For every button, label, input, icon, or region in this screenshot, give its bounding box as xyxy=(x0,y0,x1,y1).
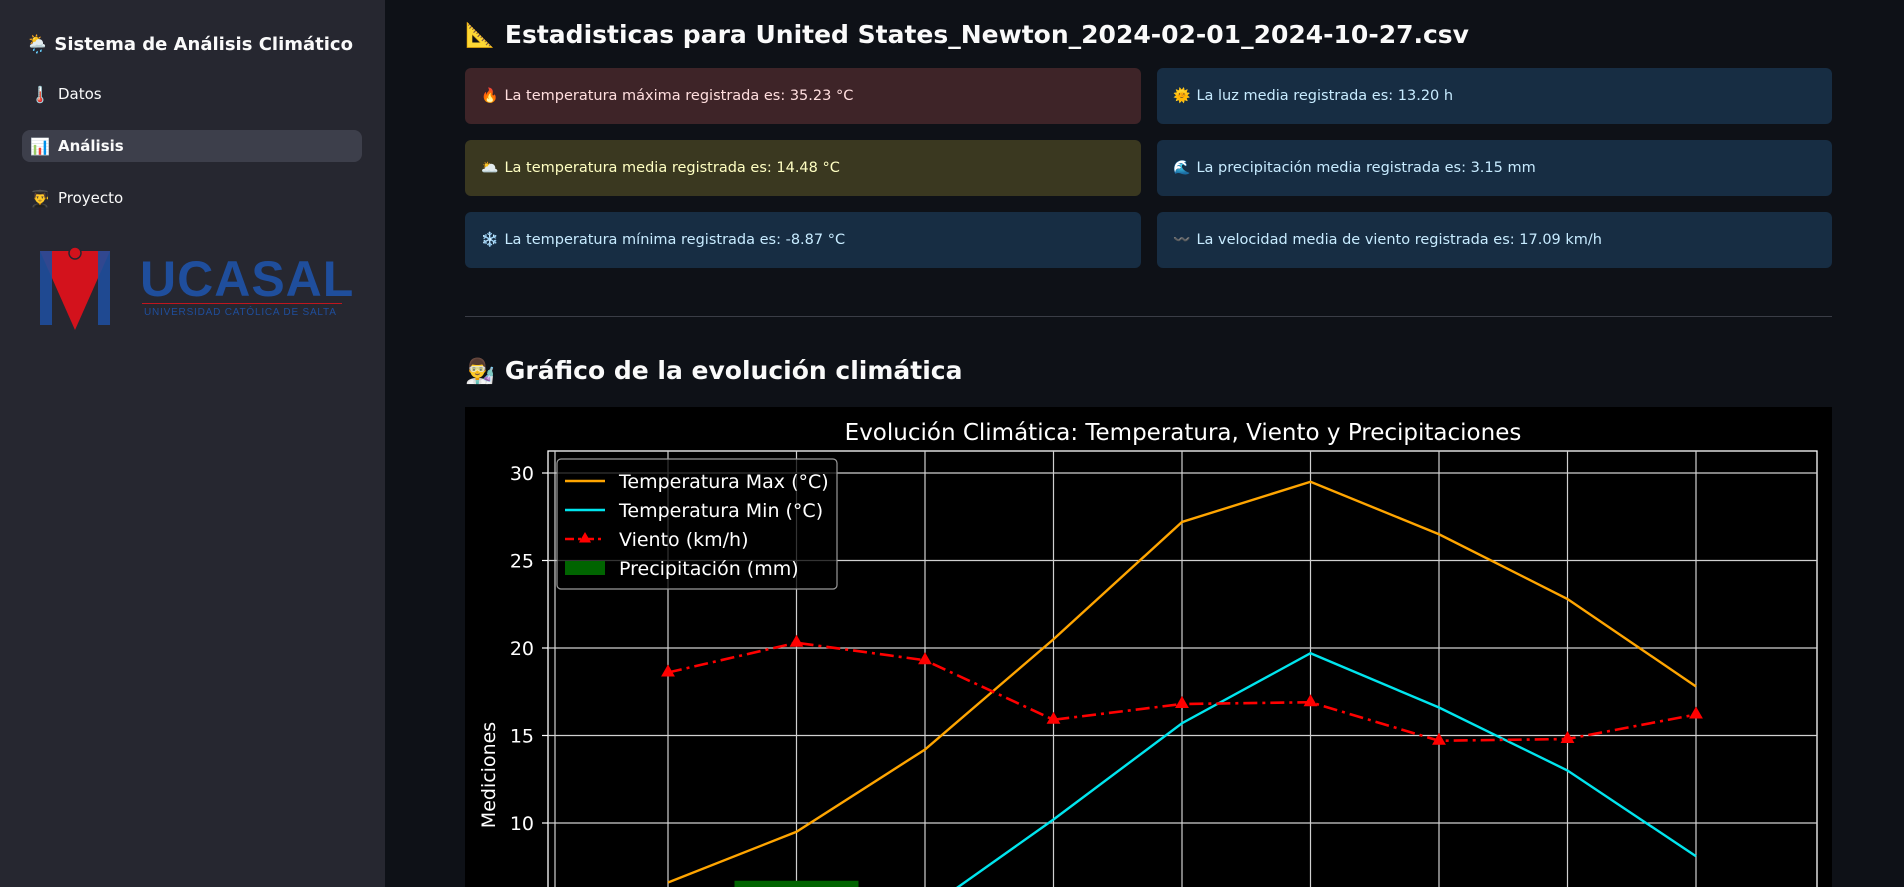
series-line xyxy=(667,480,1697,884)
weather-icon: 🌦️ xyxy=(26,34,49,55)
wind-marker xyxy=(1303,694,1318,707)
stat-text: La precipitación media registrada es: 3.… xyxy=(1196,160,1536,176)
stat-text: La luz media registrada es: 13.20 h xyxy=(1196,88,1454,104)
chart-heading: 👨‍🔬 Gráfico de la evolución climática xyxy=(465,356,962,385)
thermometer-icon: 🌡️ xyxy=(30,84,50,104)
wind-icon: 〰️ xyxy=(1173,232,1191,248)
stat-card-temp-min: ❄️ La temperatura mínima registrada es: … xyxy=(465,212,1141,268)
stat-text: La temperatura máxima registrada es: 35.… xyxy=(504,88,854,104)
stat-text: La velocidad media de viento registrada … xyxy=(1196,232,1602,248)
cloud-sun-icon: 🌥️ xyxy=(481,160,499,176)
bar-chart-icon: 📊 xyxy=(30,136,50,156)
climate-chart: Evolución Climática: Temperatura, Viento… xyxy=(465,407,1832,887)
legend-swatch xyxy=(565,561,605,575)
wind-marker xyxy=(1689,706,1703,719)
wind-marker xyxy=(1560,731,1575,743)
snowflake-icon: ❄️ xyxy=(481,232,499,248)
logo-divider xyxy=(142,303,342,304)
wind-marker xyxy=(661,664,675,677)
legend-label: Temperatura Min (°C) xyxy=(618,500,823,522)
stat-card-light: 🌞 La luz media registrada es: 13.20 h xyxy=(1157,68,1832,124)
legend-label: Precipitación (mm) xyxy=(619,558,799,580)
wind-marker xyxy=(1175,696,1189,708)
wind-marker xyxy=(918,652,932,665)
ucasal-shield-icon xyxy=(40,246,110,330)
y-tick-label: 25 xyxy=(510,551,534,573)
sidebar-item-label: Análisis xyxy=(58,137,124,155)
sidebar-item-datos[interactable]: 🌡️ Datos xyxy=(22,78,362,110)
stat-text: La temperatura media registrada es: 14.4… xyxy=(504,160,840,176)
stats-heading: 📐 Estadisticas para United States_Newton… xyxy=(465,20,1469,49)
stat-text: La temperatura mínima registrada es: -8.… xyxy=(504,232,846,248)
logo-subtitle: UNIVERSIDAD CATÓLICA DE SALTA xyxy=(144,307,337,318)
sidebar-item-label: Datos xyxy=(58,85,102,103)
section-divider xyxy=(465,316,1832,317)
series-line xyxy=(956,651,1697,887)
legend-marker xyxy=(578,532,592,543)
plot-layer: 10 15 20 25 30 Temperatura Max (°C) Temperatur… xyxy=(510,450,1818,887)
chart-title: Evolución Climática: Temperatura, Viento… xyxy=(845,420,1522,446)
wind-marker xyxy=(1432,732,1446,745)
ucasal-logo: UCASAL UNIVERSIDAD CATÓLICA DE SALTA xyxy=(40,245,353,335)
y-tick-label: 10 xyxy=(510,813,534,835)
sidebar-title-text: Sistema de Análisis Climático xyxy=(54,34,353,55)
fire-icon: 🔥 xyxy=(481,88,499,104)
legend-label: Temperatura Max (°C) xyxy=(618,471,829,493)
legend-label: Viento (km/h) xyxy=(619,529,748,551)
scientist-icon: 👨‍🔬 xyxy=(465,356,495,385)
y-tick-label: 30 xyxy=(510,463,534,485)
sidebar-title: 🌦️ Sistema de Análisis Climático xyxy=(26,34,353,55)
triangle-ruler-icon: 📐 xyxy=(465,20,495,49)
wind-marker xyxy=(1046,711,1061,724)
wave-icon: 🌊 xyxy=(1173,160,1191,176)
sidebar-item-label: Proyecto xyxy=(58,189,124,207)
stats-title: Estadisticas para United States_Newton_2… xyxy=(504,20,1469,49)
student-icon: 👨‍🎓 xyxy=(30,188,50,208)
stat-card-temp-mean: 🌥️ La temperatura media registrada es: 1… xyxy=(465,140,1141,196)
main-content: 📐 Estadisticas para United States_Newton… xyxy=(465,0,1832,887)
sidebar: 🌦️ Sistema de Análisis Climático 🌡️ Dato… xyxy=(0,0,385,887)
sun-icon: 🌞 xyxy=(1173,88,1191,104)
logo-wordmark: UCASAL xyxy=(140,251,355,307)
stat-card-precip: 🌊 La precipitación media registrada es: … xyxy=(1157,140,1832,196)
climate-chart-svg: Evolución Climática: Temperatura, Viento… xyxy=(478,420,1818,887)
sidebar-item-analisis[interactable]: 📊 Análisis xyxy=(22,130,362,162)
y-tick-label: 15 xyxy=(510,726,534,748)
stat-card-temp-max: 🔥 La temperatura máxima registrada es: 3… xyxy=(465,68,1141,124)
wind-marker xyxy=(789,634,804,647)
chart-ylabel: Mediciones xyxy=(478,722,500,828)
legend-box xyxy=(556,458,838,590)
precip-bar xyxy=(734,880,859,887)
sidebar-item-proyecto[interactable]: 👨‍🎓 Proyecto xyxy=(22,182,362,214)
chart-section-title: Gráfico de la evolución climática xyxy=(504,356,963,385)
stat-card-wind: 〰️ La velocidad media de viento registra… xyxy=(1157,212,1832,268)
y-tick-label: 20 xyxy=(510,638,534,660)
